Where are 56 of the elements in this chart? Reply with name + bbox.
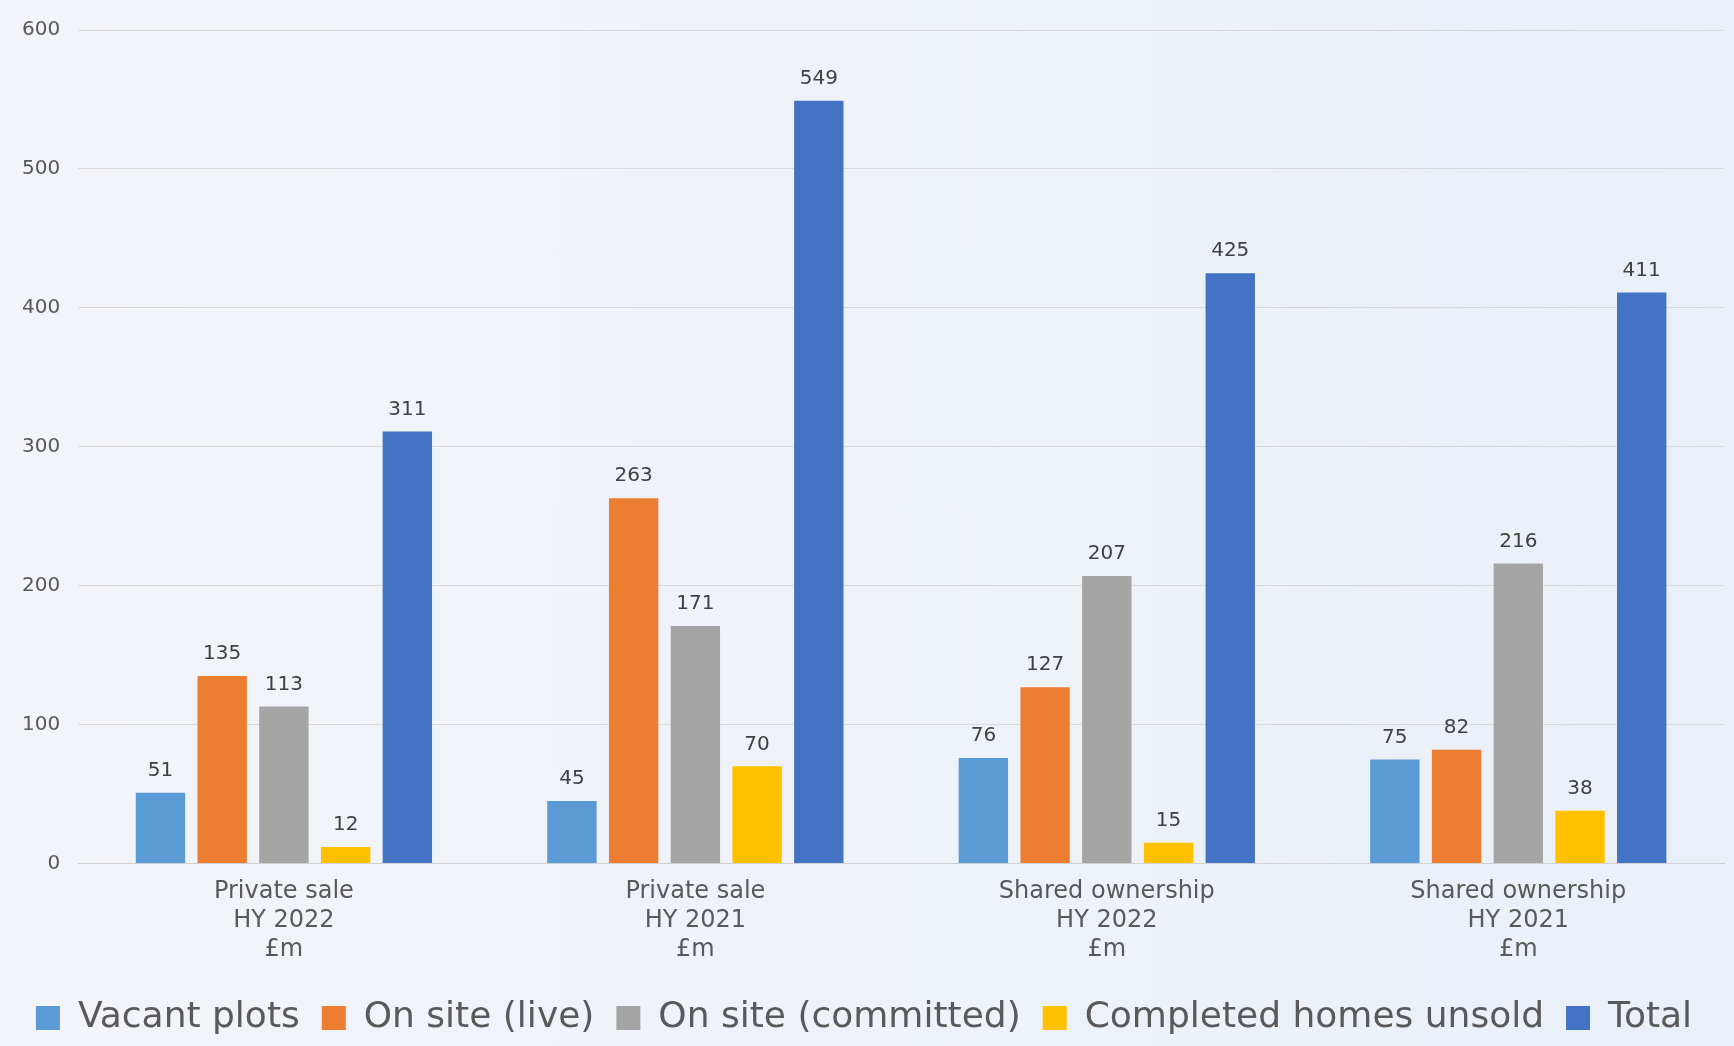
- data-label: 311: [388, 395, 427, 420]
- legend-label: Completed homes unsold: [1084, 994, 1545, 1036]
- legend-label: Total: [1607, 994, 1693, 1036]
- data-label: 207: [1087, 540, 1126, 565]
- y-tick-label: 100: [21, 710, 61, 735]
- data-label: 127: [1026, 651, 1065, 676]
- legend-label: On site (committed): [658, 994, 1021, 1036]
- bar: [1082, 576, 1132, 864]
- y-tick-label: 300: [21, 433, 61, 457]
- bar: [197, 676, 247, 864]
- y-tick-label: 400: [21, 294, 61, 319]
- data-label: 38: [1567, 775, 1593, 800]
- y-tick-label: 600: [21, 16, 61, 41]
- bar: [135, 792, 186, 864]
- bar: [1617, 292, 1667, 864]
- data-label: 76: [970, 722, 997, 747]
- bar: [1555, 810, 1605, 864]
- data-label: 113: [264, 670, 303, 695]
- legend-label: Vacant plots: [77, 994, 300, 1036]
- data-label: 51: [147, 756, 174, 781]
- data-label: 411: [1622, 256, 1661, 281]
- bar: [670, 626, 721, 864]
- bar: [1143, 842, 1194, 864]
- data-label: 70: [744, 730, 770, 755]
- bar: [732, 766, 782, 864]
- bar: [1431, 749, 1482, 864]
- bar: [382, 431, 433, 864]
- data-label: 12: [332, 811, 359, 836]
- x-tick-label: Shared ownership HY 2022 £m: [998, 876, 1215, 962]
- y-tick-label: 0: [47, 849, 61, 874]
- data-label: 171: [676, 590, 715, 615]
- bar: [547, 801, 597, 864]
- bar: [320, 846, 371, 864]
- data-label: 216: [1499, 527, 1538, 552]
- bar: [1370, 759, 1420, 864]
- bar: [259, 706, 309, 864]
- bar: [1020, 687, 1070, 864]
- data-label: 75: [1382, 723, 1408, 748]
- bar: [1493, 563, 1543, 864]
- data-label: 15: [1155, 806, 1182, 831]
- y-tick-label: 200: [21, 571, 61, 596]
- data-label: 135: [203, 640, 242, 665]
- bar: [608, 498, 659, 864]
- data-label: 82: [1443, 713, 1470, 738]
- x-tick-label: Private sale HY 2021 £m: [625, 876, 766, 962]
- legend-label: On site (live): [363, 994, 595, 1036]
- bar: [958, 758, 1009, 864]
- data-label: 549: [799, 65, 838, 90]
- x-tick-label: Shared ownership HY 2021 £m: [1410, 876, 1627, 962]
- data-label: 45: [559, 765, 585, 790]
- data-label: 425: [1211, 237, 1250, 262]
- bar: [1205, 273, 1255, 864]
- y-tick-label: 500: [21, 155, 61, 180]
- x-tick-label: Private sale HY 2022 £m: [213, 876, 354, 962]
- bar: [794, 100, 844, 864]
- data-label: 263: [614, 462, 653, 487]
